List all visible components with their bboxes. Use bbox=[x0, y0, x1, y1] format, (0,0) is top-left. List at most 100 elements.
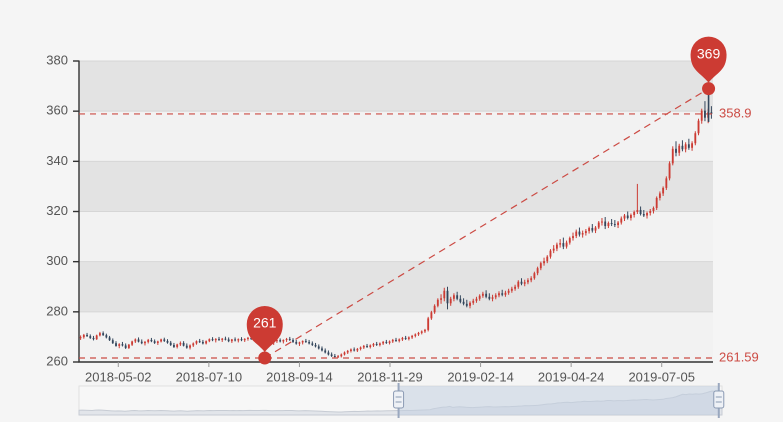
candle-body bbox=[655, 197, 658, 208]
candle-body bbox=[610, 223, 613, 225]
candle-body bbox=[607, 223, 610, 227]
candle-body bbox=[639, 209, 642, 215]
candle-body bbox=[163, 339, 166, 341]
candle-body bbox=[424, 329, 426, 332]
candle-body bbox=[658, 193, 661, 198]
candle-body bbox=[465, 303, 468, 306]
candle-body bbox=[436, 299, 439, 306]
candle-body bbox=[250, 337, 253, 339]
x-axis-label: 2019-07-05 bbox=[628, 370, 695, 385]
candle-body bbox=[395, 339, 397, 341]
candle-body bbox=[671, 148, 674, 164]
candle-body bbox=[604, 221, 607, 227]
candle-body bbox=[478, 295, 481, 299]
candle-body bbox=[275, 340, 278, 342]
x-axis-label: 2018-11-29 bbox=[357, 370, 423, 385]
plot-band bbox=[79, 211, 713, 262]
navigator-handle-right[interactable] bbox=[713, 383, 725, 418]
candle-body bbox=[646, 213, 648, 216]
candle-body bbox=[613, 224, 616, 226]
candle-body bbox=[147, 339, 150, 342]
candle-body bbox=[456, 295, 459, 299]
candle-body bbox=[86, 334, 88, 337]
candle-body bbox=[649, 210, 652, 214]
high-marker-balloon[interactable] bbox=[690, 36, 727, 83]
candle-body bbox=[697, 120, 700, 134]
y-axis-label: 280 bbox=[46, 303, 68, 318]
candle-body bbox=[462, 301, 465, 304]
low-marker[interactable]: 261 bbox=[246, 306, 283, 365]
candle-body bbox=[108, 337, 111, 341]
candle-body bbox=[230, 339, 233, 342]
candle-body bbox=[642, 214, 645, 216]
candle-body bbox=[359, 347, 362, 349]
candle-body bbox=[346, 350, 349, 353]
plot-band bbox=[79, 161, 713, 212]
low-marker-label: 261 bbox=[253, 315, 277, 331]
y-axis-label: 300 bbox=[46, 253, 68, 268]
navigator-handle-left[interactable] bbox=[393, 383, 405, 418]
candle-body bbox=[620, 218, 623, 223]
candle-body bbox=[710, 112, 713, 114]
low-marker-balloon[interactable] bbox=[246, 306, 283, 353]
plot-band bbox=[79, 311, 713, 362]
candle-body bbox=[127, 344, 130, 348]
navigator-selection[interactable] bbox=[398, 386, 719, 415]
high-marker-dot[interactable] bbox=[702, 82, 716, 96]
candle-body bbox=[481, 293, 484, 296]
candle-body bbox=[198, 341, 201, 343]
candle-body bbox=[546, 256, 549, 262]
candle-body bbox=[687, 144, 690, 148]
y-axis-label: 320 bbox=[46, 203, 68, 218]
candle-body bbox=[601, 221, 603, 223]
candle-body bbox=[398, 339, 401, 341]
candle-body bbox=[115, 343, 117, 346]
navigator-handle-right-grip[interactable] bbox=[713, 390, 725, 409]
x-axis-label: 2018-09-14 bbox=[266, 370, 333, 385]
candle-body bbox=[333, 355, 336, 357]
low-marker-dot[interactable] bbox=[258, 351, 272, 365]
lower-threshold-label: 261.59 bbox=[719, 349, 759, 364]
candle-body bbox=[652, 207, 655, 211]
candle-body bbox=[584, 231, 587, 234]
y-axis-label: 380 bbox=[46, 52, 68, 67]
candle-body bbox=[549, 250, 552, 257]
plot-band bbox=[79, 261, 713, 312]
candle-body bbox=[565, 242, 568, 247]
candle-body bbox=[121, 344, 124, 346]
trend-line bbox=[264, 88, 709, 359]
candle-body bbox=[295, 341, 298, 344]
plot-band bbox=[79, 111, 713, 162]
candle-body bbox=[539, 263, 542, 269]
candle-body bbox=[449, 298, 452, 304]
candle-body bbox=[95, 335, 98, 340]
candle-body bbox=[327, 352, 330, 355]
candle-body bbox=[137, 339, 140, 342]
candle-body bbox=[124, 345, 127, 348]
candle-body bbox=[597, 222, 600, 228]
candle-body bbox=[575, 231, 578, 237]
candle-body bbox=[446, 290, 449, 304]
candle-body bbox=[626, 215, 629, 219]
candle-body bbox=[520, 281, 523, 284]
candle-body bbox=[507, 290, 510, 293]
candle-body bbox=[211, 339, 214, 341]
candle-body bbox=[572, 236, 574, 239]
x-axis-label: 2019-02-14 bbox=[447, 370, 514, 385]
candle-body bbox=[407, 337, 410, 339]
candle-body bbox=[317, 346, 320, 349]
candle-body bbox=[185, 345, 188, 348]
candle-body bbox=[375, 343, 378, 345]
range-navigator[interactable] bbox=[78, 383, 725, 418]
candle-body bbox=[665, 178, 668, 188]
candle-body bbox=[169, 342, 172, 345]
navigator-handle-left-grip[interactable] bbox=[393, 390, 405, 409]
candle-body bbox=[700, 110, 703, 121]
candle-body bbox=[555, 244, 558, 249]
candle-body bbox=[485, 293, 488, 297]
candle-body bbox=[443, 290, 446, 299]
candlestick-series bbox=[79, 101, 713, 359]
candle-body bbox=[182, 342, 185, 346]
y-axis-label: 260 bbox=[46, 353, 68, 368]
high-marker[interactable]: 369 bbox=[690, 36, 727, 96]
